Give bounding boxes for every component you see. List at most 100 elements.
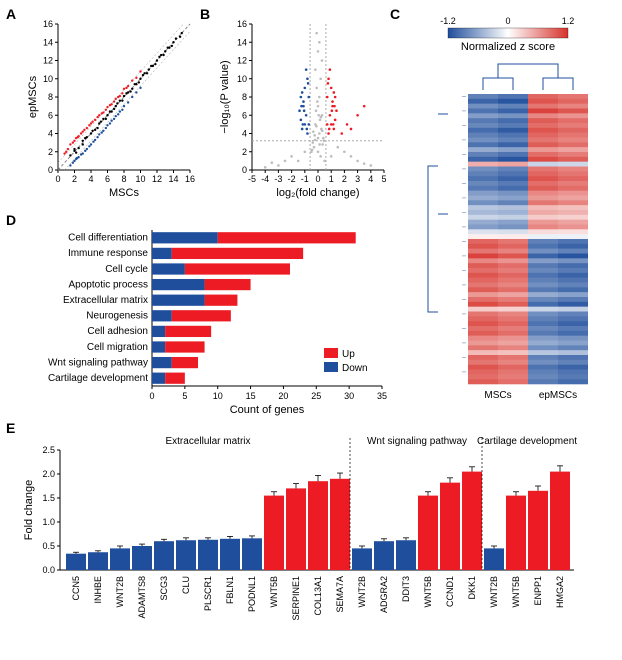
svg-text:CLU: CLU xyxy=(181,576,191,594)
svg-text:6: 6 xyxy=(105,174,110,184)
svg-text:Cartilage development: Cartilage development xyxy=(477,436,577,447)
svg-text:4: 4 xyxy=(88,174,93,184)
panel-e-label: E xyxy=(6,420,15,436)
svg-text:ADAMTS8: ADAMTS8 xyxy=(137,576,147,619)
svg-text:0: 0 xyxy=(242,165,247,175)
volcano-plot-b: -5-4-3-2-10123450246810121416log₂(fold c… xyxy=(222,18,392,204)
svg-text:SERPINE1: SERPINE1 xyxy=(291,576,301,621)
panel-d-label: D xyxy=(6,212,16,228)
svg-text:Down: Down xyxy=(342,363,368,374)
svg-text:Normalized z score: Normalized z score xyxy=(461,41,555,53)
scatter-plot-a: 00224466881010121214141616MSCsepMSCs xyxy=(30,18,198,204)
svg-text:COL13A1: COL13A1 xyxy=(313,576,323,616)
svg-text:6: 6 xyxy=(242,110,247,120)
svg-text:14: 14 xyxy=(237,37,247,47)
svg-text:4: 4 xyxy=(48,129,53,139)
svg-text:SEMA7A: SEMA7A xyxy=(335,576,345,613)
svg-text:-3: -3 xyxy=(274,174,282,184)
svg-text:8: 8 xyxy=(242,92,247,102)
svg-text:0: 0 xyxy=(48,165,53,175)
svg-text:MSCs: MSCs xyxy=(484,390,511,401)
svg-text:−log₁₀(P value): −log₁₀(P value) xyxy=(219,60,231,133)
svg-text:-4: -4 xyxy=(261,174,269,184)
panel-b-label: B xyxy=(200,6,210,22)
svg-text:DDIT3: DDIT3 xyxy=(401,576,411,602)
svg-text:0.0: 0.0 xyxy=(42,565,55,575)
svg-text:35: 35 xyxy=(377,391,387,401)
svg-text:ADGRA2: ADGRA2 xyxy=(379,576,389,613)
svg-text:Wnt signaling pathway: Wnt signaling pathway xyxy=(367,436,467,447)
svg-text:-1.2: -1.2 xyxy=(440,16,456,26)
svg-text:0: 0 xyxy=(315,174,320,184)
svg-text:Cell migration: Cell migration xyxy=(87,342,148,353)
svg-text:epMSCs: epMSCs xyxy=(539,390,577,401)
svg-text:Immune response: Immune response xyxy=(68,248,148,259)
svg-text:8: 8 xyxy=(48,92,53,102)
svg-text:SCG3: SCG3 xyxy=(159,576,169,601)
svg-text:16: 16 xyxy=(185,174,195,184)
svg-text:4: 4 xyxy=(368,174,373,184)
svg-text:WNT5B: WNT5B xyxy=(269,576,279,608)
svg-text:Up: Up xyxy=(342,349,355,360)
svg-text:CCND1: CCND1 xyxy=(445,576,455,607)
svg-text:Extracellular matrix: Extracellular matrix xyxy=(165,436,250,447)
svg-text:Neurogenesis: Neurogenesis xyxy=(86,311,148,322)
figure-container: A B C D E 00224466881010121214141616MSCs… xyxy=(0,0,622,660)
svg-text:Cell cycle: Cell cycle xyxy=(105,264,148,275)
svg-text:-2: -2 xyxy=(288,174,296,184)
svg-text:4: 4 xyxy=(242,129,247,139)
svg-text:MSCs: MSCs xyxy=(109,187,139,199)
svg-text:1.2: 1.2 xyxy=(562,16,575,26)
svg-text:0: 0 xyxy=(55,174,60,184)
svg-text:Wnt signaling pathway: Wnt signaling pathway xyxy=(48,357,148,368)
svg-text:Apoptotic process: Apoptotic process xyxy=(69,279,149,290)
svg-text:16: 16 xyxy=(237,19,247,29)
svg-text:FBLN1: FBLN1 xyxy=(225,576,235,604)
svg-text:WNT2B: WNT2B xyxy=(357,576,367,608)
svg-text:INHBE: INHBE xyxy=(93,576,103,604)
svg-text:-1: -1 xyxy=(301,174,309,184)
svg-text:0.5: 0.5 xyxy=(42,541,55,551)
svg-text:5: 5 xyxy=(182,391,187,401)
svg-text:WNT5B: WNT5B xyxy=(511,576,521,608)
svg-text:Cell differentiation: Cell differentiation xyxy=(68,233,148,244)
svg-text:WNT2B: WNT2B xyxy=(115,576,125,608)
svg-text:0: 0 xyxy=(505,16,510,26)
svg-text:ENPP1: ENPP1 xyxy=(533,576,543,606)
svg-text:15: 15 xyxy=(246,391,256,401)
svg-text:Count of genes: Count of genes xyxy=(230,404,305,416)
svg-text:1.0: 1.0 xyxy=(42,517,55,527)
barchart-d: 05101520253035Cell differentiationImmune… xyxy=(22,226,392,416)
svg-text:PODNL1: PODNL1 xyxy=(247,576,257,612)
svg-text:30: 30 xyxy=(344,391,354,401)
svg-text:2: 2 xyxy=(48,147,53,157)
svg-text:25: 25 xyxy=(311,391,321,401)
svg-text:WNT5B: WNT5B xyxy=(423,576,433,608)
svg-text:2: 2 xyxy=(242,147,247,157)
panel-a-label: A xyxy=(6,6,16,22)
svg-text:PLSCR1: PLSCR1 xyxy=(203,576,213,611)
svg-text:12: 12 xyxy=(152,174,162,184)
svg-text:10: 10 xyxy=(43,74,53,84)
svg-text:5: 5 xyxy=(381,174,386,184)
svg-text:12: 12 xyxy=(237,56,247,66)
svg-text:2: 2 xyxy=(72,174,77,184)
svg-text:12: 12 xyxy=(43,56,53,66)
svg-text:14: 14 xyxy=(43,37,53,47)
svg-text:2.0: 2.0 xyxy=(42,469,55,479)
svg-text:DKK1: DKK1 xyxy=(467,576,477,600)
svg-text:2: 2 xyxy=(342,174,347,184)
svg-text:0: 0 xyxy=(149,391,154,401)
svg-text:10: 10 xyxy=(237,74,247,84)
svg-text:WNT2B: WNT2B xyxy=(489,576,499,608)
svg-text:Cell adhesion: Cell adhesion xyxy=(87,326,148,337)
svg-text:3: 3 xyxy=(355,174,360,184)
svg-text:1.5: 1.5 xyxy=(42,493,55,503)
svg-text:8: 8 xyxy=(121,174,126,184)
svg-text:CCN5: CCN5 xyxy=(71,576,81,601)
svg-text:2.5: 2.5 xyxy=(42,445,55,455)
svg-text:10: 10 xyxy=(135,174,145,184)
svg-text:epMSCs: epMSCs xyxy=(27,75,39,118)
svg-text:HMGA2: HMGA2 xyxy=(555,576,565,608)
svg-text:Cartilage development: Cartilage development xyxy=(48,373,148,384)
